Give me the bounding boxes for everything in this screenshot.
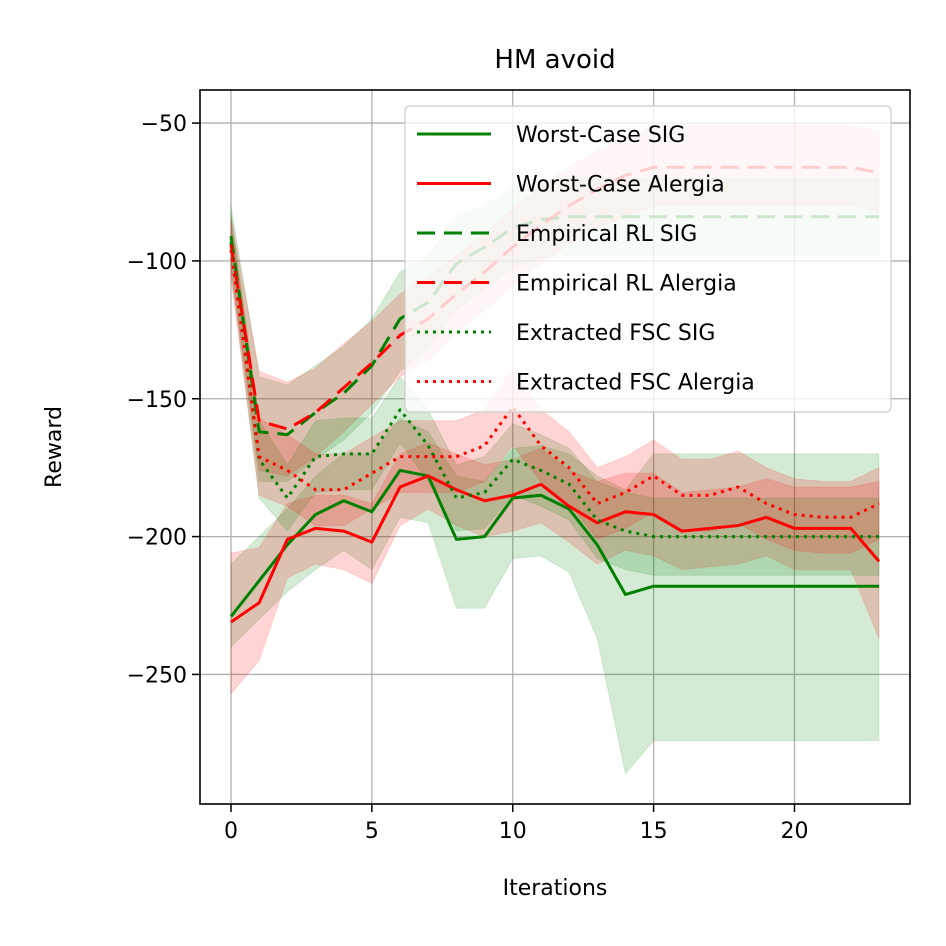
legend-label-extracted-fsc-alergia: Extracted FSC Alergia (516, 371, 755, 396)
y-tick-label: −150 (127, 388, 187, 413)
x-tick-label: 0 (224, 819, 238, 844)
y-tick-label: −200 (127, 526, 187, 551)
y-tick-label: −50 (141, 112, 187, 137)
legend-label-extracted-fsc-sig: Extracted FSC SIG (516, 321, 715, 346)
y-tick-label: −100 (127, 250, 187, 275)
legend-label-empirical-rl-alergia: Empirical RL Alergia (516, 272, 737, 297)
x-tick-label: 10 (499, 819, 527, 844)
y-axis-ticks: −50 −100 −150 −200 −250 (127, 112, 200, 688)
legend-box (404, 105, 892, 413)
x-tick-label: 15 (640, 819, 668, 844)
legend-label-empirical-rl-sig: Empirical RL SIG (516, 222, 697, 247)
line-extracted-fsc-alergia (229, 249, 880, 519)
y-axis-label: Reward (42, 406, 67, 488)
band-extracted-fsc-alergia (230, 222, 880, 554)
legend: Worst-Case SIG Worst-Case Alergia Empirica… (404, 105, 892, 413)
legend-label-worst-case-sig: Worst-Case SIG (516, 123, 685, 148)
line-extracted-fsc-sig (229, 241, 880, 539)
band-worst-case-sig (230, 417, 880, 775)
line-worst-case-alergia (230, 474, 881, 624)
x-tick-label: 20 (780, 819, 808, 844)
x-axis-ticks: 0 5 10 15 20 (224, 804, 808, 844)
x-tick-label: 5 (365, 819, 379, 844)
chart-title: HM avoid (494, 45, 615, 75)
line-worst-case-sig (229, 468, 880, 618)
x-axis-label: Iterations (503, 876, 608, 901)
legend-label-worst-case-alergia: Worst-Case Alergia (516, 173, 725, 198)
plot-frame (199, 89, 911, 805)
y-tick-label: −250 (127, 663, 187, 688)
band-worst-case-alergia (230, 442, 880, 696)
